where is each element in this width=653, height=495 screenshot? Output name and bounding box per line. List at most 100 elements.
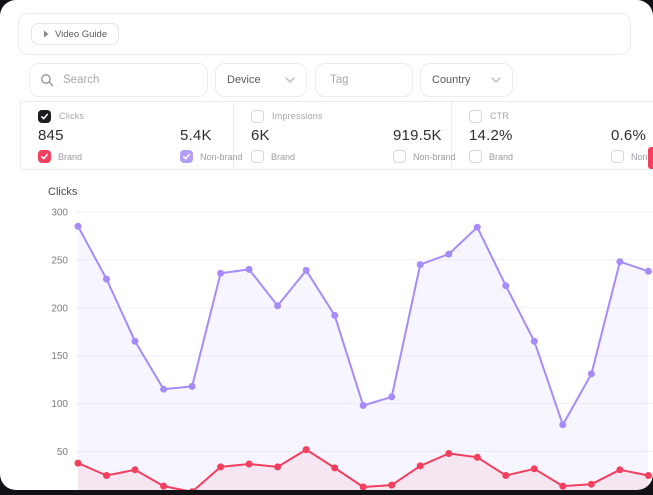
brand-checkbox[interactable] bbox=[469, 150, 482, 163]
metric-label: Impressions bbox=[272, 111, 323, 121]
brand-data-point[interactable] bbox=[644, 472, 652, 479]
chevron-down-icon bbox=[285, 77, 295, 83]
brand-label: Brand bbox=[489, 151, 514, 162]
non-brand-data-point[interactable] bbox=[188, 382, 196, 390]
tag-field bbox=[315, 63, 413, 97]
brand-data-point[interactable] bbox=[74, 459, 82, 467]
nonbrand-toggle: Non-brand bbox=[393, 150, 456, 163]
non-brand-data-point[interactable] bbox=[416, 261, 424, 269]
nonbrand-checkbox[interactable] bbox=[180, 150, 193, 163]
brand-data-point[interactable] bbox=[445, 450, 453, 457]
video-guide-label: Video Guide bbox=[55, 28, 108, 40]
brand-data-point[interactable] bbox=[274, 463, 282, 471]
brand-toggle: Brand bbox=[469, 150, 611, 163]
country-select-label: Country bbox=[432, 74, 471, 86]
brand-data-point[interactable] bbox=[416, 462, 424, 470]
non-brand-data-point[interactable] bbox=[103, 275, 110, 283]
brand-label: Brand bbox=[271, 151, 296, 162]
non-brand-data-point[interactable] bbox=[331, 311, 339, 319]
non-brand-data-point[interactable] bbox=[160, 385, 168, 393]
brand-data-point[interactable] bbox=[388, 481, 396, 489]
chevron-down-icon bbox=[491, 77, 501, 83]
y-axis-tick-label: 250 bbox=[51, 255, 68, 266]
y-axis-tick-label: 50 bbox=[57, 447, 69, 458]
video-guide-section: Video Guide bbox=[18, 13, 631, 55]
clicks-chart[interactable]: 50 100 150 200 250 300 bbox=[0, 200, 653, 490]
brand-data-point[interactable] bbox=[530, 465, 538, 473]
nonbrand-label: Non-brand bbox=[631, 151, 653, 162]
brand-data-point[interactable] bbox=[502, 472, 510, 479]
search-field bbox=[29, 63, 208, 97]
y-axis-tick-label: 150 bbox=[51, 351, 68, 362]
brand-data-point[interactable] bbox=[587, 480, 595, 488]
nonbrand-toggle: Non-brand bbox=[180, 150, 243, 163]
non-brand-data-point[interactable] bbox=[473, 223, 481, 231]
brand-area bbox=[78, 449, 649, 490]
metric-card-clicks: Clicks 845 5.4K Brand Non-brand bbox=[21, 102, 243, 169]
y-axis-tick-label: 300 bbox=[51, 207, 68, 218]
brand-value: 6K bbox=[251, 127, 270, 144]
y-axis-tick-label: 100 bbox=[51, 399, 68, 410]
nonbrand-value: 0.6% bbox=[611, 127, 646, 144]
country-select[interactable]: Country bbox=[420, 63, 513, 97]
brand-data-point[interactable] bbox=[331, 464, 339, 472]
non-brand-data-point[interactable] bbox=[530, 337, 538, 345]
check-icon bbox=[183, 153, 191, 160]
nonbrand-checkbox[interactable] bbox=[611, 150, 624, 163]
device-select[interactable]: Device bbox=[215, 63, 307, 97]
clipped-card-fragment[interactable] bbox=[648, 147, 653, 169]
non-brand-data-point[interactable] bbox=[388, 393, 396, 401]
non-brand-data-point[interactable] bbox=[587, 370, 595, 378]
non-brand-data-point[interactable] bbox=[245, 265, 253, 273]
brand-data-point[interactable] bbox=[473, 453, 481, 461]
non-brand-data-point[interactable] bbox=[217, 269, 225, 277]
non-brand-data-point[interactable] bbox=[74, 222, 82, 230]
metric-checkbox-clicks[interactable] bbox=[38, 109, 51, 123]
brand-checkbox[interactable] bbox=[251, 150, 264, 163]
brand-data-point[interactable] bbox=[160, 482, 168, 490]
chart-title: Clicks bbox=[48, 186, 78, 198]
metric-label: Clicks bbox=[59, 111, 85, 121]
nonbrand-checkbox[interactable] bbox=[393, 150, 406, 163]
check-icon bbox=[41, 153, 49, 160]
brand-data-point[interactable] bbox=[302, 446, 310, 454]
brand-checkbox[interactable] bbox=[38, 150, 51, 163]
metric-card-ctr: CTR 14.2% 0.6% Brand Non-brand bbox=[452, 102, 653, 169]
brand-data-point[interactable] bbox=[245, 460, 253, 468]
nonbrand-label: Non-brand bbox=[413, 151, 456, 162]
video-guide-button[interactable]: Video Guide bbox=[31, 23, 120, 45]
non-brand-data-point[interactable] bbox=[274, 302, 282, 310]
device-select-label: Device bbox=[227, 74, 261, 86]
non-brand-data-point[interactable] bbox=[616, 258, 624, 266]
metric-checkbox-impressions[interactable] bbox=[251, 109, 264, 123]
search-input[interactable] bbox=[61, 73, 197, 87]
brand-data-point[interactable] bbox=[359, 483, 367, 491]
brand-toggle: Brand bbox=[38, 150, 180, 163]
non-brand-data-point[interactable] bbox=[644, 267, 652, 275]
metric-card-impressions: Impressions 6K 919.5K Brand Non-brand bbox=[234, 102, 456, 169]
non-brand-data-point[interactable] bbox=[502, 282, 510, 290]
brand-data-point[interactable] bbox=[131, 466, 139, 474]
search-icon bbox=[41, 74, 54, 87]
nonbrand-value: 5.4K bbox=[180, 127, 212, 144]
brand-data-point[interactable] bbox=[217, 463, 225, 471]
non-brand-data-point[interactable] bbox=[359, 402, 367, 409]
brand-toggle: Brand bbox=[251, 150, 393, 163]
brand-data-point[interactable] bbox=[103, 472, 110, 479]
non-brand-area bbox=[78, 226, 649, 490]
metrics-row: Clicks 845 5.4K Brand Non-brand Impressions 6K… bbox=[20, 101, 653, 170]
brand-data-point[interactable] bbox=[616, 466, 624, 474]
metric-checkbox-ctr[interactable] bbox=[469, 109, 482, 123]
non-brand-data-point[interactable] bbox=[131, 337, 139, 345]
nonbrand-value: 919.5K bbox=[393, 127, 442, 144]
non-brand-data-point[interactable] bbox=[559, 421, 567, 429]
brand-data-point[interactable] bbox=[189, 488, 196, 490]
non-brand-data-point[interactable] bbox=[302, 266, 310, 274]
nonbrand-toggle: Non-brand bbox=[611, 150, 653, 163]
tag-input[interactable] bbox=[328, 73, 400, 87]
brand-data-point[interactable] bbox=[559, 482, 567, 490]
metric-label: CTR bbox=[490, 111, 510, 121]
brand-value: 14.2% bbox=[469, 127, 513, 144]
non-brand-data-point[interactable] bbox=[445, 250, 453, 258]
